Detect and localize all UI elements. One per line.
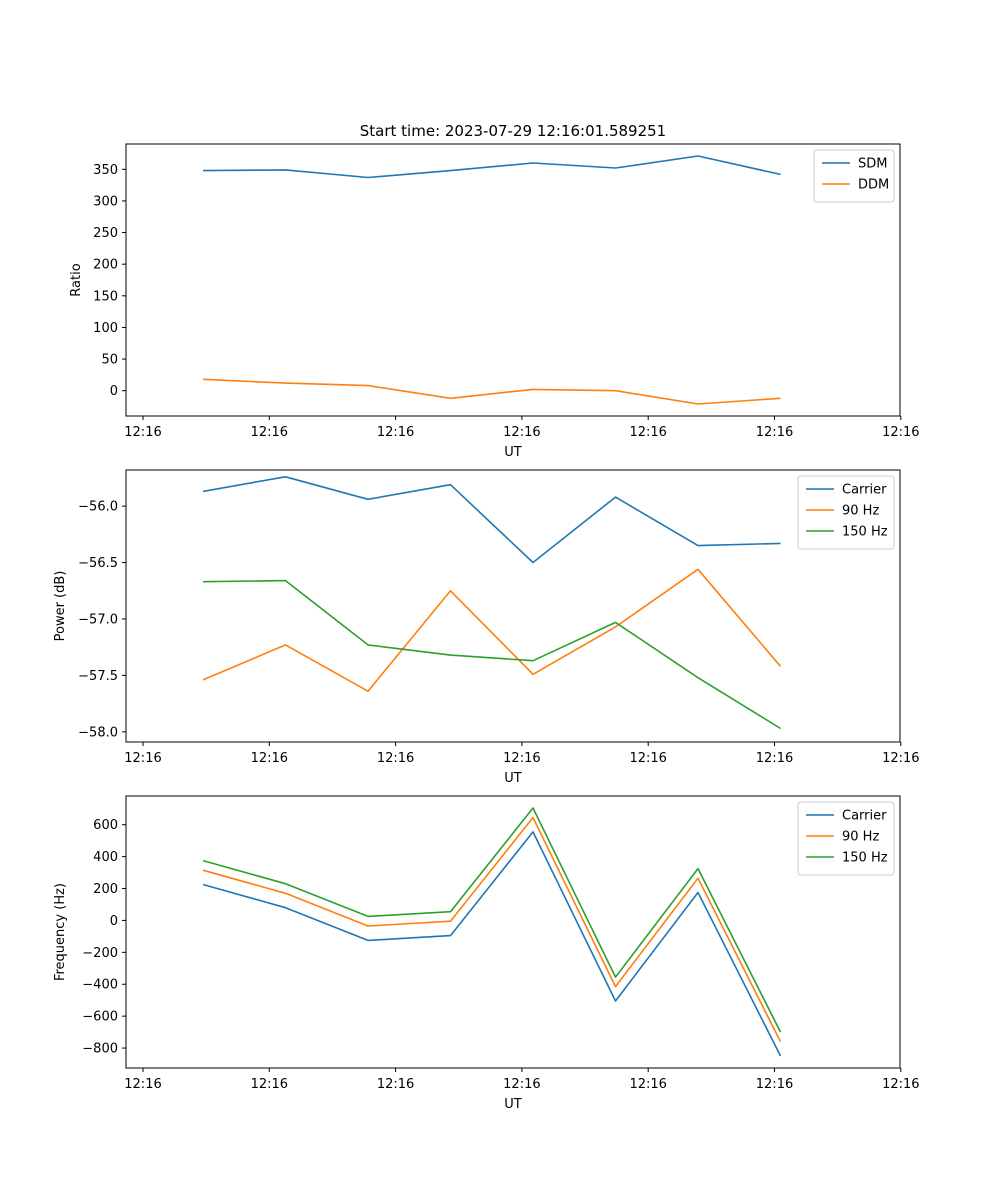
- x-tick-label: 12:16: [756, 425, 793, 440]
- x-axis-label: UT: [504, 1097, 522, 1112]
- axes-frame: [125, 795, 901, 1069]
- series-line-90-hz: [202, 816, 782, 1043]
- y-tick-label: 400: [93, 850, 118, 865]
- chart-panel-1: 12:1612:1612:1612:1612:1612:1612:1612:17…: [69, 143, 920, 460]
- x-tick-label: 12:16: [251, 751, 288, 766]
- x-tick-label: 12:16: [377, 751, 414, 766]
- series-line-carrier: [202, 831, 782, 1057]
- y-tick-label: −600: [82, 1010, 118, 1025]
- x-tick-label: 12:16: [503, 425, 540, 440]
- y-tick-label: −200: [82, 946, 118, 961]
- x-tick-label: 12:16: [629, 1077, 666, 1092]
- y-axis-label: Ratio: [69, 263, 84, 296]
- y-tick-label: 600: [93, 818, 118, 833]
- x-tick-label: 12:16: [629, 751, 666, 766]
- y-tick-label: 0: [110, 384, 118, 399]
- x-tick-label: 12:16: [629, 425, 666, 440]
- x-tick-label: 12:16: [882, 1077, 919, 1092]
- x-tick-label: 12:16: [124, 1077, 161, 1092]
- y-tick-label: −58.0: [78, 725, 118, 740]
- y-tick-label: 0: [110, 914, 118, 929]
- y-tick-label: 300: [93, 194, 118, 209]
- series-line-90-hz: [202, 568, 782, 693]
- y-tick-label: −57.0: [78, 612, 118, 627]
- figure-title: Start time: 2023-07-29 12:16:01.589251: [360, 122, 666, 140]
- y-tick-label: −400: [82, 978, 118, 993]
- x-tick-label: 12:16: [124, 425, 161, 440]
- y-tick-label: −56.5: [78, 556, 118, 571]
- x-tick-label: 12:16: [882, 425, 919, 440]
- x-tick-label: 12:16: [377, 1077, 414, 1092]
- x-tick-label: 12:16: [124, 751, 161, 766]
- x-tick-label: 12:16: [251, 425, 288, 440]
- x-tick-label: 12:16: [251, 1077, 288, 1092]
- y-tick-label: 200: [93, 258, 118, 273]
- series-line-carrier: [202, 475, 781, 564]
- legend: Carrier 90 Hz 150 Hz: [797, 475, 895, 550]
- x-axis-label: UT: [504, 445, 522, 460]
- x-tick-label: 12:16: [503, 751, 540, 766]
- series-line-150-hz: [202, 579, 781, 730]
- y-tick-label: 150: [93, 289, 118, 304]
- series-line-ddm: [202, 378, 781, 405]
- legend-label: DDM: [858, 178, 889, 193]
- legend-label: Carrier: [842, 483, 887, 498]
- legend-label: Carrier: [842, 809, 887, 824]
- x-tick-label: 12:16: [377, 425, 414, 440]
- x-tick-label: 12:16: [882, 751, 919, 766]
- legend: SDM DDM: [813, 149, 895, 203]
- legend-label: 150 Hz: [842, 851, 888, 866]
- x-tick-label: 12:16: [503, 1077, 540, 1092]
- y-tick-label: −56.0: [78, 500, 118, 515]
- chart-panel-2: 12:1612:1612:1612:1612:1612:1612:1612:17…: [53, 469, 920, 786]
- chart-panel-3: 12:1612:1612:1612:1612:1612:1612:1612:17…: [53, 795, 920, 1112]
- x-tick-label: 12:16: [756, 1077, 793, 1092]
- legend: Carrier 90 Hz 150 Hz: [797, 801, 895, 876]
- y-axis-label: Power (dB): [53, 571, 68, 642]
- y-tick-label: 200: [93, 882, 118, 897]
- legend-label: 90 Hz: [842, 504, 879, 519]
- axes-frame: [125, 469, 901, 743]
- y-tick-label: 100: [93, 321, 118, 336]
- axes-frame: [125, 143, 901, 417]
- legend-label: SDM: [858, 157, 887, 172]
- x-axis-label: UT: [504, 771, 522, 786]
- legend-label: 150 Hz: [842, 525, 888, 540]
- series-line-150-hz: [202, 807, 782, 1033]
- y-tick-label: 250: [93, 226, 118, 241]
- x-tick-label: 12:16: [756, 751, 793, 766]
- series-line-sdm: [202, 155, 781, 179]
- y-tick-label: 50: [101, 353, 118, 368]
- y-axis-label: Frequency (Hz): [53, 883, 68, 981]
- y-tick-label: −57.5: [78, 669, 118, 684]
- y-tick-label: −800: [82, 1042, 118, 1057]
- legend-label: 90 Hz: [842, 830, 879, 845]
- y-tick-label: 350: [93, 163, 118, 178]
